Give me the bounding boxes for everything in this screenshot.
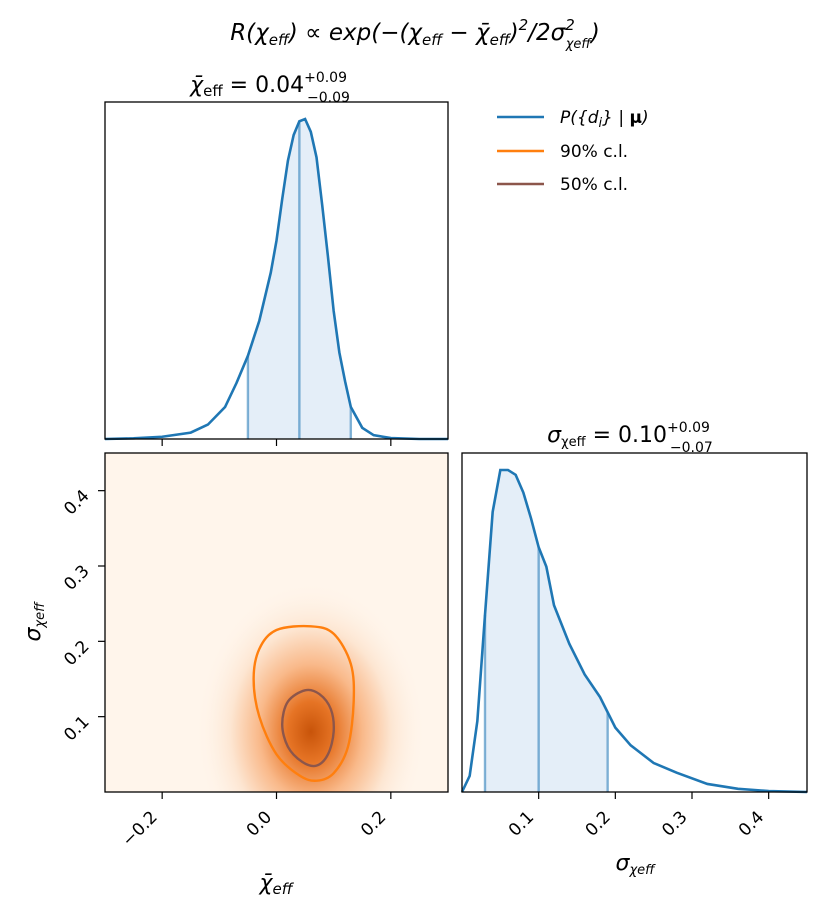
panel-marginal-mean: χ̄eff = 0.04+0.09 −0.09 bbox=[104, 70, 449, 446]
sigma-xtick-label-3: 0.4 bbox=[735, 807, 768, 840]
mean-posterior-curve bbox=[104, 117, 448, 441]
joint-ytick-label-3: 0.4 bbox=[60, 486, 93, 519]
figure-title: R(χeff) ∝ exp(−(χeff − χ̄eff)2/2σ2 χeff) bbox=[230, 16, 600, 52]
joint-xticks: −0.2 0.0 0.2 bbox=[118, 792, 392, 851]
sigma-credible-region bbox=[485, 470, 608, 792]
sigma-xtick-label-1: 0.2 bbox=[582, 807, 615, 840]
joint-xtick-label-1: 0.0 bbox=[243, 807, 276, 840]
panel-sigma-title: σχeff = 0.10+0.09 −0.07 bbox=[547, 420, 713, 456]
joint-yticks: 0.1 0.2 0.3 0.4 bbox=[60, 486, 105, 745]
legend-label-50: 50% c.l. bbox=[560, 175, 628, 195]
contour-90 bbox=[252, 624, 356, 782]
legend-label-posterior: P({di} | μ) bbox=[560, 108, 649, 131]
mean-xticks bbox=[161, 439, 392, 446]
joint-ytick-label-2: 0.3 bbox=[60, 561, 93, 594]
mean-vline-layer bbox=[246, 121, 353, 439]
joint-xlabel: χ̄eff bbox=[258, 871, 294, 898]
sigma-vline-layer bbox=[483, 547, 609, 792]
panel-mean-title: χ̄eff = 0.04+0.09 −0.09 bbox=[189, 70, 350, 106]
panel-joint: −0.2 0.0 0.2 0.1 0.2 0.3 0.4 χ̄eff σχeff bbox=[21, 452, 449, 898]
sigma-xtick-label-0: 0.1 bbox=[505, 807, 538, 840]
joint-density bbox=[195, 581, 426, 792]
panel-sigma-frame bbox=[461, 452, 808, 793]
sigma-posterior-curve bbox=[460, 468, 808, 794]
sigma-xtick-label-2: 0.3 bbox=[658, 807, 691, 840]
sigma-fill-layer bbox=[485, 470, 608, 792]
panel-marginal-sigma: σχeff = 0.10+0.09 −0.07 0.1 0.2 0.3 0.4 σχef… bbox=[460, 420, 808, 878]
joint-ytick-label-1: 0.2 bbox=[60, 637, 93, 670]
sigma-xlabel: σχeff bbox=[615, 851, 656, 878]
sigma-xticks: 0.1 0.2 0.3 0.4 bbox=[505, 792, 770, 841]
legend-label-90: 90% c.l. bbox=[560, 142, 628, 162]
joint-ylabel: σχeff bbox=[21, 601, 48, 642]
legend: P({di} | μ) 90% c.l. 50% c.l. bbox=[497, 108, 649, 195]
joint-xtick-label-2: 0.2 bbox=[357, 807, 390, 840]
joint-xtick-label-0: −0.2 bbox=[118, 807, 161, 850]
joint-ytick-label-0: 0.1 bbox=[60, 712, 93, 745]
contour-50 bbox=[281, 688, 335, 768]
